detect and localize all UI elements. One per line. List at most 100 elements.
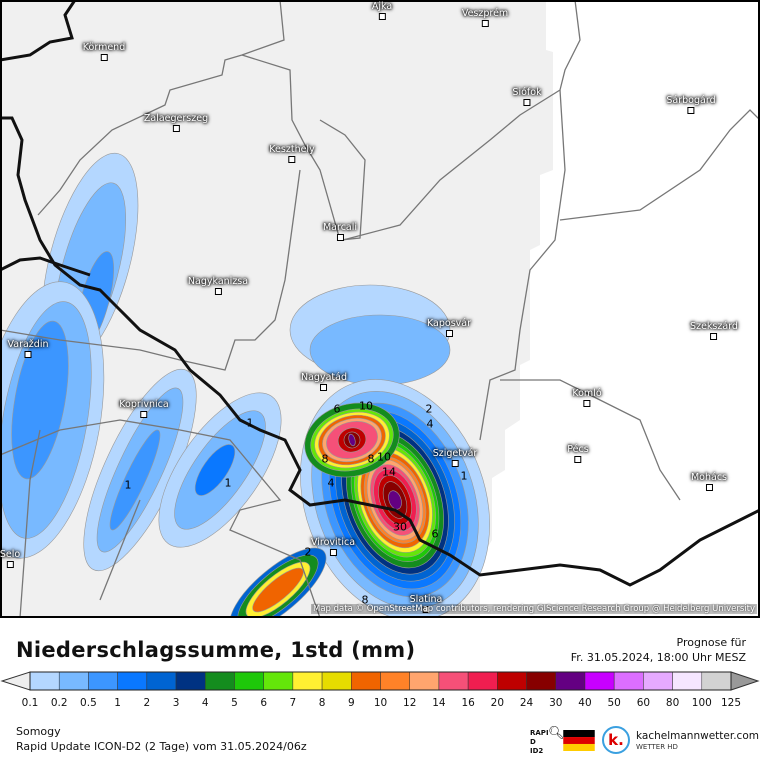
legend-swatch (672, 671, 703, 691)
contour-label: 1 (246, 416, 254, 430)
contour-label: 6 (333, 402, 341, 416)
legend-ticks: 0.1 0.2 0.5 1 2 3 4 5 6 7 8 9 10 12 14 16 20 24 30 40 50 60 80… (0, 697, 760, 711)
legend-tick-label: 1 (114, 697, 121, 709)
city-name: Selo (0, 549, 21, 560)
contour-label: 6 (431, 527, 439, 541)
legend-tick-label: 4 (201, 697, 209, 709)
forecast-label: Prognose für (676, 636, 747, 649)
city-label: Varaždin (8, 339, 49, 358)
legend-tick-label: 0.2 (50, 697, 68, 709)
legend-swatch (409, 671, 440, 691)
city-label: Siófok (512, 87, 542, 106)
city-label: Keszthely (269, 144, 315, 163)
city-marker-icon (445, 330, 453, 337)
precipitation-layer (0, 152, 490, 618)
city-marker-icon (140, 411, 148, 418)
legend-tick-label: 80 (665, 697, 680, 709)
city-label: Kaposvár (427, 318, 471, 337)
legend-tick-label: 10 (373, 697, 388, 709)
city-label: Nagykanizsa (188, 276, 248, 295)
legend-tick-label: 24 (519, 697, 534, 709)
legend-swatch (380, 671, 410, 691)
rapid-id2-badge: RAPID ID2 🔍︎ (530, 726, 565, 755)
legend-tick-label: 60 (636, 697, 651, 709)
germany-flag-icon (563, 730, 595, 751)
legend-tick-label: 9 (347, 697, 355, 709)
contour-label: 2 (425, 402, 433, 416)
brand-name[interactable]: kachelmannwetter.com (636, 730, 759, 742)
legend-tick-label: 7 (289, 697, 297, 709)
city-label: Koprivnica (119, 399, 169, 418)
legend-swatch (263, 671, 294, 691)
city-name: Marcali (322, 222, 358, 233)
city-marker-icon (336, 234, 344, 241)
contour-label: 8 (367, 452, 375, 466)
precip-area (252, 567, 304, 613)
city-name: Zalaegerszeg (143, 113, 209, 124)
contour-label: 30 (393, 520, 407, 534)
city-label: Nagyatád (301, 372, 347, 391)
contour-label: 1 (460, 469, 468, 483)
city-name: Koprivnica (119, 399, 169, 410)
precip-area (194, 444, 236, 496)
city-marker-icon (288, 156, 296, 163)
contour-label: 8 (321, 452, 329, 466)
city-name: Szekszárd (690, 321, 738, 332)
city-name: Kaposvár (426, 318, 472, 329)
contour-label: 2 (304, 545, 312, 559)
legend-swatch (351, 671, 381, 691)
city-marker-icon (329, 549, 337, 556)
city-marker-icon (422, 606, 430, 613)
city-name: Veszprém (461, 8, 509, 19)
precip-area (11, 320, 69, 480)
city-label: Sárbogárd (666, 95, 716, 114)
map-attribution[interactable]: Map data © OpenStreetMap contributors, r… (311, 604, 757, 614)
city-name: Körmend (82, 42, 126, 53)
city-marker-icon (481, 20, 489, 27)
city-marker-icon (24, 351, 32, 358)
city-label: Pécs (567, 444, 589, 463)
legend-swatch (438, 671, 469, 691)
city-name: Komló (572, 388, 602, 399)
forecast-time: Fr. 31.05.2024, 18:00 Uhr MESZ (570, 651, 746, 664)
legend-frame (29, 671, 732, 691)
city-marker-icon (523, 99, 531, 106)
precipitation-map[interactable] (0, 0, 760, 618)
brand-subtitle: WETTER HD (636, 743, 678, 751)
legend-swatch (526, 671, 557, 691)
forecast-info: Prognose für Fr. 31.05.2024, 18:00 Uhr M… (571, 635, 746, 665)
legend-tick-label: 2 (143, 697, 151, 709)
legend-swatch (467, 671, 498, 691)
legend-swatch (88, 671, 118, 691)
legend-over-arrow (730, 671, 760, 691)
city-name: Nagyatád (301, 372, 347, 383)
contour-label: 8 (361, 593, 369, 607)
city-marker-icon (705, 484, 713, 491)
city-marker-icon (687, 107, 695, 114)
legend-tick-label: 12 (403, 697, 417, 709)
legend-swatch (613, 671, 644, 691)
city-name: Slatina (409, 594, 443, 605)
city-name: Ajka (371, 1, 393, 12)
city-name: Keszthely (269, 144, 315, 155)
city-marker-icon (6, 561, 14, 568)
country-borders (0, 0, 760, 587)
legend-tick-label: 14 (432, 697, 446, 709)
city-marker-icon (583, 400, 591, 407)
kachelmann-logo[interactable]: k. (602, 726, 630, 754)
legend-swatch (497, 671, 527, 691)
contour-label: 4 (327, 476, 335, 490)
legend-swatch (555, 671, 586, 691)
precip-area (348, 433, 356, 447)
city-name: Varaždin (7, 339, 49, 350)
city-name: Pécs (567, 444, 589, 455)
magnifier-icon: 🔍︎ (548, 726, 565, 741)
legend-tick-label: 6 (260, 697, 267, 709)
city-label: Selo (0, 549, 20, 568)
city-label: Szekszárd (690, 321, 738, 340)
legend-swatch (234, 671, 264, 691)
city-name: Szigetvár (432, 448, 478, 459)
city-label: Marcali (323, 222, 357, 241)
rapid-badge-text: RAPID ID2 (530, 729, 549, 755)
legend-tick-label: 40 (578, 697, 592, 709)
